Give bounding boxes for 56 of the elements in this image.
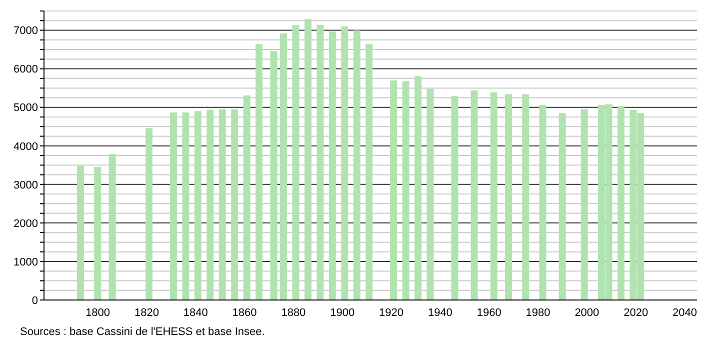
bar bbox=[316, 24, 324, 300]
bar bbox=[558, 113, 566, 300]
bar bbox=[522, 94, 530, 300]
x-tick-label: 1860 bbox=[232, 306, 257, 319]
bar bbox=[145, 128, 152, 300]
bar bbox=[390, 80, 398, 300]
bar bbox=[304, 19, 312, 300]
bar bbox=[243, 95, 250, 300]
y-tick-label: 5000 bbox=[14, 102, 38, 114]
x-tick-label: 2000 bbox=[574, 306, 600, 319]
bar bbox=[328, 31, 336, 300]
bar bbox=[108, 154, 116, 300]
bar bbox=[256, 44, 263, 300]
x-tick-label: 1820 bbox=[134, 306, 159, 319]
bar bbox=[366, 44, 373, 300]
x-tick-label: 2040 bbox=[672, 306, 698, 319]
x-tick-label: 1880 bbox=[281, 306, 306, 319]
y-tick-label: 7000 bbox=[14, 25, 38, 38]
bar bbox=[580, 109, 588, 300]
source-note: Sources : base Cassini de l'EHESS et base Insee. bbox=[20, 326, 266, 338]
bar bbox=[231, 109, 238, 300]
x-tick-label: 1960 bbox=[476, 306, 502, 319]
y-tick-label: 2000 bbox=[14, 218, 38, 230]
x-tick-label: 2020 bbox=[624, 306, 648, 319]
bar bbox=[182, 112, 190, 300]
x-tick-label: 1800 bbox=[86, 306, 110, 319]
bar bbox=[426, 88, 434, 300]
y-tick-label: 6000 bbox=[14, 64, 38, 76]
x-tick-label: 1900 bbox=[330, 306, 355, 319]
y-tick-label: 0 bbox=[32, 294, 38, 307]
bar bbox=[539, 105, 546, 300]
bar bbox=[618, 106, 625, 300]
bar bbox=[218, 109, 226, 300]
bar bbox=[451, 96, 458, 300]
y-tick-label: 3000 bbox=[14, 179, 38, 192]
bar bbox=[280, 33, 288, 300]
bar bbox=[170, 112, 177, 300]
x-tick-label: 1920 bbox=[379, 306, 404, 319]
bar bbox=[292, 25, 300, 300]
y-tick-label: 1000 bbox=[14, 256, 38, 268]
bar bbox=[341, 26, 348, 300]
bar bbox=[353, 30, 360, 300]
bar bbox=[206, 110, 214, 300]
bar bbox=[490, 92, 498, 300]
x-tick-label: 1980 bbox=[526, 306, 550, 319]
bar bbox=[470, 90, 478, 300]
x-tick-label: 1940 bbox=[428, 306, 452, 319]
y-tick-label: 4000 bbox=[14, 140, 38, 153]
bar bbox=[414, 76, 422, 300]
bar bbox=[270, 51, 278, 300]
bar bbox=[94, 167, 102, 300]
x-tick-label: 1840 bbox=[183, 306, 208, 319]
bar bbox=[77, 166, 84, 300]
bar bbox=[194, 111, 202, 300]
bar bbox=[505, 94, 512, 300]
bar bbox=[402, 81, 410, 300]
